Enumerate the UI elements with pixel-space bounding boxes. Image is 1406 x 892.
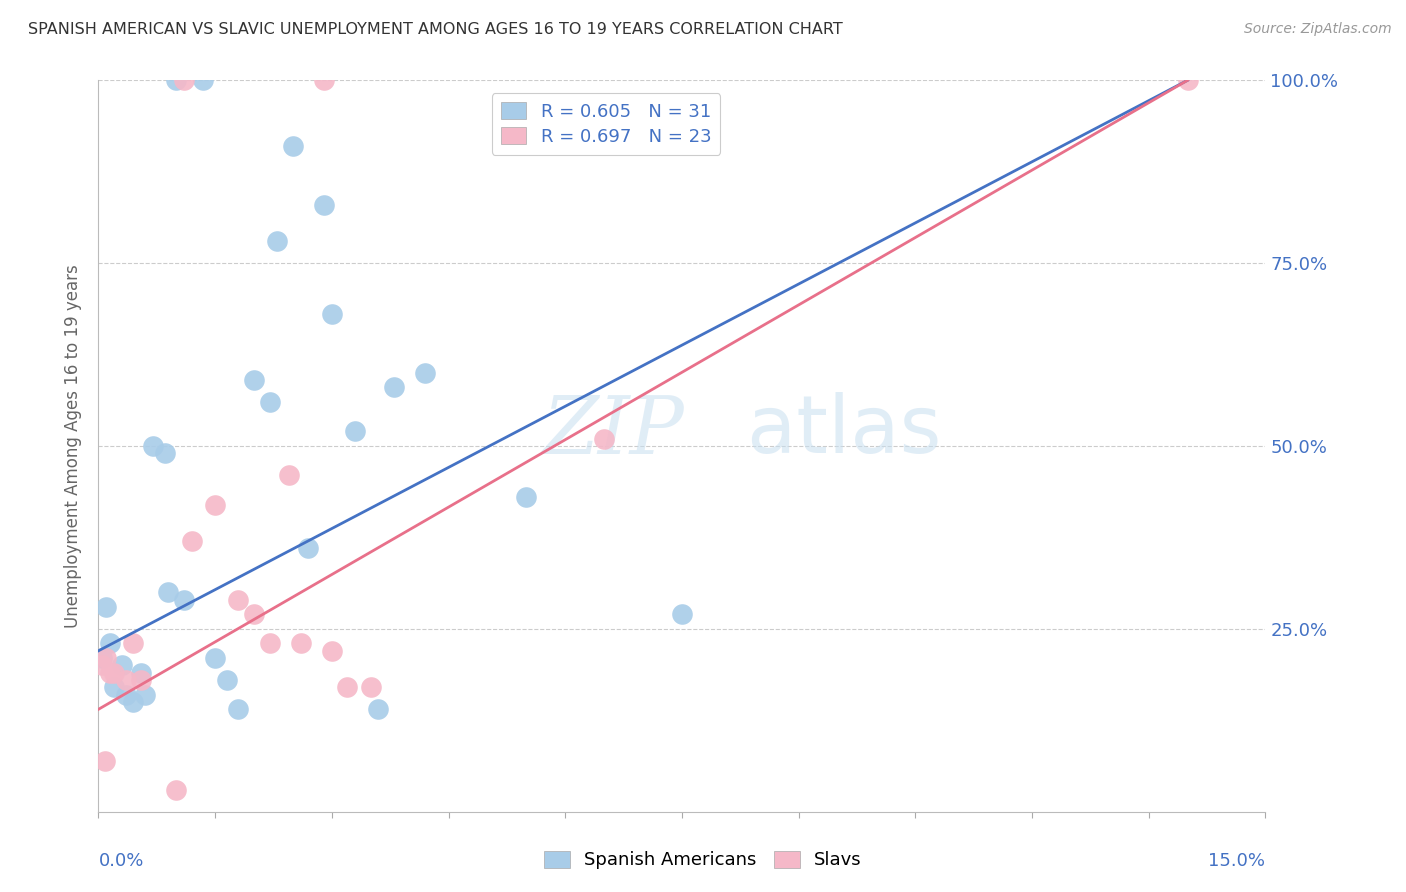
Point [180,534,202,549]
Point [312,197,335,211]
Y-axis label: Unemployment Among Ages 16 to 19 years: Unemployment Among Ages 16 to 19 years [65,264,83,628]
Point [103,681,125,695]
Point [98,636,121,650]
Legend: Spanish Americans, Slavs: Spanish Americans, Slavs [536,842,870,879]
Point [122,695,145,709]
Point [91,658,114,673]
Point [281,139,304,153]
Text: SPANISH AMERICAN VS SLAVIC UNEMPLOYMENT AMONG AGES 16 TO 19 YEARS CORRELATION CH: SPANISH AMERICAN VS SLAVIC UNEMPLOYMENT … [28,22,842,37]
Point [129,673,152,687]
Point [173,592,195,607]
Text: 0.0%: 0.0% [98,852,143,870]
Point [114,673,136,687]
Point [93,754,115,768]
Point [367,702,389,716]
Point [360,681,382,695]
Point [515,490,537,504]
Legend: R = 0.605   N = 31, R = 0.697   N = 23: R = 0.605 N = 31, R = 0.697 N = 23 [492,93,720,155]
Point [259,395,281,409]
Point [243,607,266,622]
Point [142,439,165,453]
Point [96,599,118,614]
Point [103,665,125,680]
Point [98,665,121,680]
Point [129,665,152,680]
Point [157,585,180,599]
Point [297,541,319,556]
Point [204,498,226,512]
Point [204,651,226,665]
Point [382,380,405,394]
Point [266,234,288,248]
Point [336,681,359,695]
Point [165,782,187,797]
Point [114,688,136,702]
Point [243,373,266,387]
Point [312,73,335,87]
Point [111,658,134,673]
Point [96,651,118,665]
Point [278,468,301,483]
Point [413,366,436,380]
Text: Source: ZipAtlas.com: Source: ZipAtlas.com [1244,22,1392,37]
Text: atlas: atlas [541,392,941,470]
Point [165,73,187,87]
Point [153,446,176,460]
Point [259,636,281,650]
Point [215,673,238,687]
Point [321,644,343,658]
Point [593,432,616,446]
Text: ZIP: ZIP [541,392,683,470]
Point [290,636,312,650]
Point [193,73,215,87]
Point [228,592,250,607]
Text: 15.0%: 15.0% [1208,852,1265,870]
Point [321,307,343,321]
Point [134,688,156,702]
Point [228,702,250,716]
Point [344,425,367,439]
Point [173,73,195,87]
Point [1177,73,1199,87]
Point [122,636,145,650]
Point [91,651,114,665]
Point [671,607,693,622]
